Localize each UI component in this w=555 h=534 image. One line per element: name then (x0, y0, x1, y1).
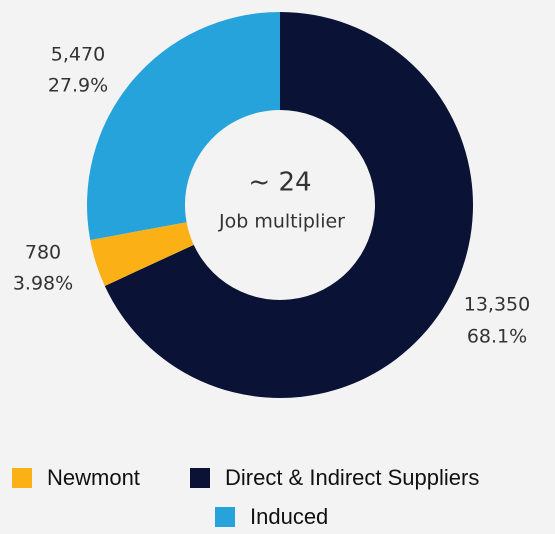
legend-label: Newmont (47, 465, 140, 490)
percent-label: 3.98% (13, 273, 73, 295)
legend-swatch (190, 468, 210, 488)
value-label: 780 (25, 242, 61, 264)
value-label: 5,470 (51, 44, 105, 66)
legend-label: Direct & Indirect Suppliers (225, 465, 479, 490)
legend-swatch (12, 468, 32, 488)
percent-label: 27.9% (48, 75, 108, 97)
donut-slice (104, 12, 473, 398)
donut-slice (86, 12, 280, 241)
donut-slice (90, 222, 194, 286)
legend-swatch (215, 507, 235, 527)
center-subtitle: Job multiplier (218, 211, 345, 233)
percent-label: 68.1% (467, 326, 527, 348)
value-label: 13,350 (464, 294, 530, 316)
legend-label: Induced (250, 504, 328, 529)
center-title: ~ 24 (248, 168, 311, 198)
